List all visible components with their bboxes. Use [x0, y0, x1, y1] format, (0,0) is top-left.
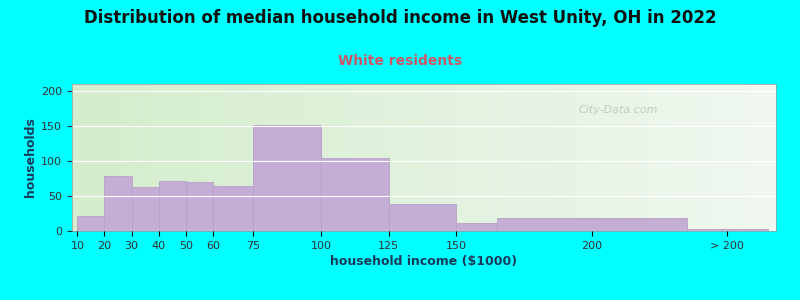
- Bar: [321, 158, 389, 231]
- Text: City-Data.com: City-Data.com: [579, 106, 658, 116]
- Bar: [186, 182, 213, 231]
- Bar: [686, 229, 768, 231]
- X-axis label: household income ($1000): household income ($1000): [330, 255, 518, 268]
- Bar: [131, 187, 158, 231]
- Y-axis label: households: households: [24, 118, 37, 197]
- Bar: [254, 124, 321, 231]
- Bar: [105, 176, 131, 231]
- Text: White residents: White residents: [338, 54, 462, 68]
- Bar: [158, 181, 186, 231]
- Bar: [457, 223, 497, 231]
- Text: Distribution of median household income in West Unity, OH in 2022: Distribution of median household income …: [84, 9, 716, 27]
- Bar: [213, 185, 254, 231]
- Bar: [497, 218, 686, 231]
- Bar: [389, 204, 457, 231]
- Bar: [78, 216, 105, 231]
